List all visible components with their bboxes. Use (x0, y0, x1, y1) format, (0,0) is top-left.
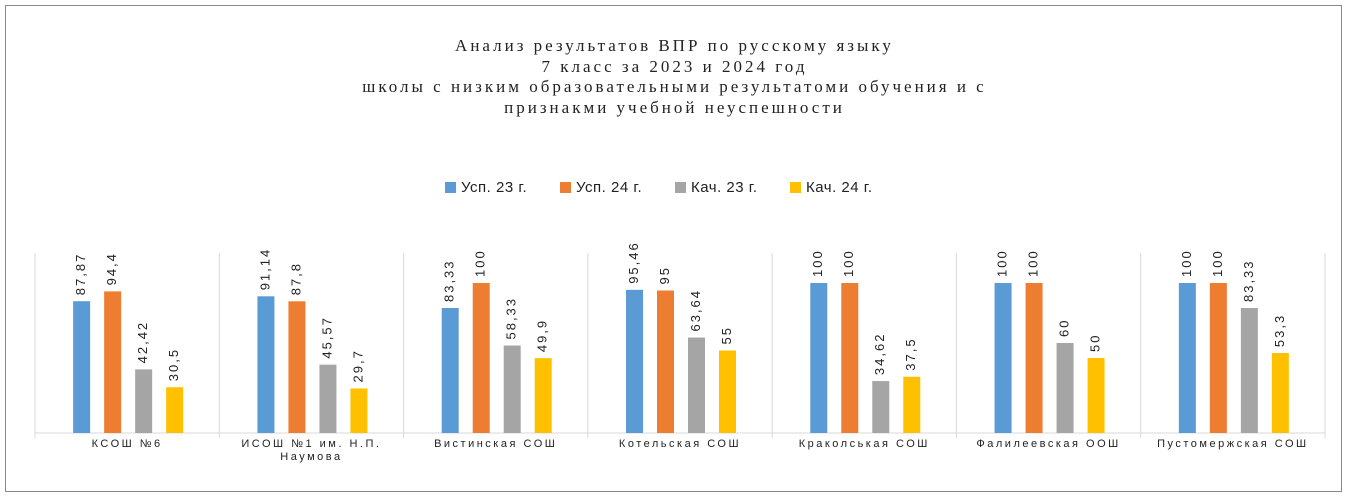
bar (841, 283, 859, 433)
legend: Усп. 23 г. (461, 179, 527, 196)
bar (319, 364, 337, 433)
bar (503, 345, 521, 433)
bar (350, 388, 368, 433)
data-label: 63,64 (688, 289, 703, 332)
legend-swatch (675, 182, 686, 193)
bar (472, 283, 490, 433)
data-label: 49,9 (535, 319, 550, 352)
data-label: 45,57 (319, 316, 334, 359)
x-tick-label: Краколськая СОШ (798, 438, 930, 450)
x-tick-label: Вистинская СОШ (434, 438, 558, 450)
x-tick-label: Фалилеевская ООШ (976, 438, 1121, 450)
data-label: 100 (810, 249, 825, 277)
bar (1240, 308, 1258, 433)
bar (903, 376, 921, 433)
chart-title: Анализ результатов ВПР по русскому языку… (362, 36, 987, 117)
legend: Усп. 24 г. (576, 179, 642, 196)
x-tick-label: Котельская СОШ (618, 438, 742, 450)
data-label: 100 (1026, 249, 1041, 277)
data-label: 95 (657, 266, 672, 284)
legend-swatch (560, 182, 571, 193)
bar (1087, 358, 1105, 433)
data-label: 60 (1057, 319, 1072, 337)
data-label: 50 (1088, 334, 1103, 352)
data-label: 87,8 (288, 262, 303, 295)
bar (994, 283, 1012, 433)
bar (288, 301, 306, 433)
data-label: 91,14 (257, 248, 272, 291)
data-label: 42,42 (135, 321, 150, 364)
data-label: 83,33 (1241, 259, 1256, 302)
bar (1271, 353, 1289, 433)
chart-frame (5, 5, 1342, 492)
bar (1178, 283, 1196, 433)
data-label: 30,5 (166, 348, 181, 381)
bar (719, 350, 736, 433)
bar (104, 291, 122, 433)
data-label: 37,5 (903, 337, 918, 370)
data-label: 87,87 (73, 253, 88, 296)
bar (1025, 283, 1043, 433)
data-label: 100 (1210, 249, 1225, 277)
bar (626, 289, 643, 433)
bar (1209, 283, 1227, 433)
bar (810, 283, 828, 433)
x-tick-label: КСОШ №6 (91, 438, 163, 450)
data-label: 94,4 (104, 252, 119, 285)
data-label: 55 (719, 326, 734, 344)
bar (257, 296, 275, 433)
legend: Кач. 24 г. (806, 179, 873, 196)
legend-swatch (445, 182, 456, 193)
data-label: 29,7 (350, 349, 365, 382)
bar (441, 308, 459, 433)
legend-swatch (790, 182, 801, 193)
bar (657, 290, 674, 433)
data-label: 100 (995, 249, 1010, 277)
data-label: 83,33 (442, 259, 457, 302)
bar (688, 337, 705, 433)
bar (135, 369, 153, 433)
bar (166, 387, 184, 433)
data-label: 100 (1179, 249, 1194, 277)
bar (534, 358, 552, 433)
legend: Кач. 23 г. (691, 179, 758, 196)
bar (872, 381, 890, 433)
data-label: 100 (473, 249, 488, 277)
bar (1056, 343, 1074, 433)
data-label: 34,62 (872, 333, 887, 376)
data-label: 58,33 (504, 297, 519, 340)
data-label: 95,46 (626, 241, 641, 284)
x-tick-label: Пустомержская СОШ (1157, 438, 1309, 450)
data-label: 53,3 (1272, 314, 1287, 347)
x-tick-label: ИСОШ №1 им. Н.П. Наумова (241, 438, 382, 463)
bar (73, 301, 91, 433)
data-label: 100 (841, 249, 856, 277)
